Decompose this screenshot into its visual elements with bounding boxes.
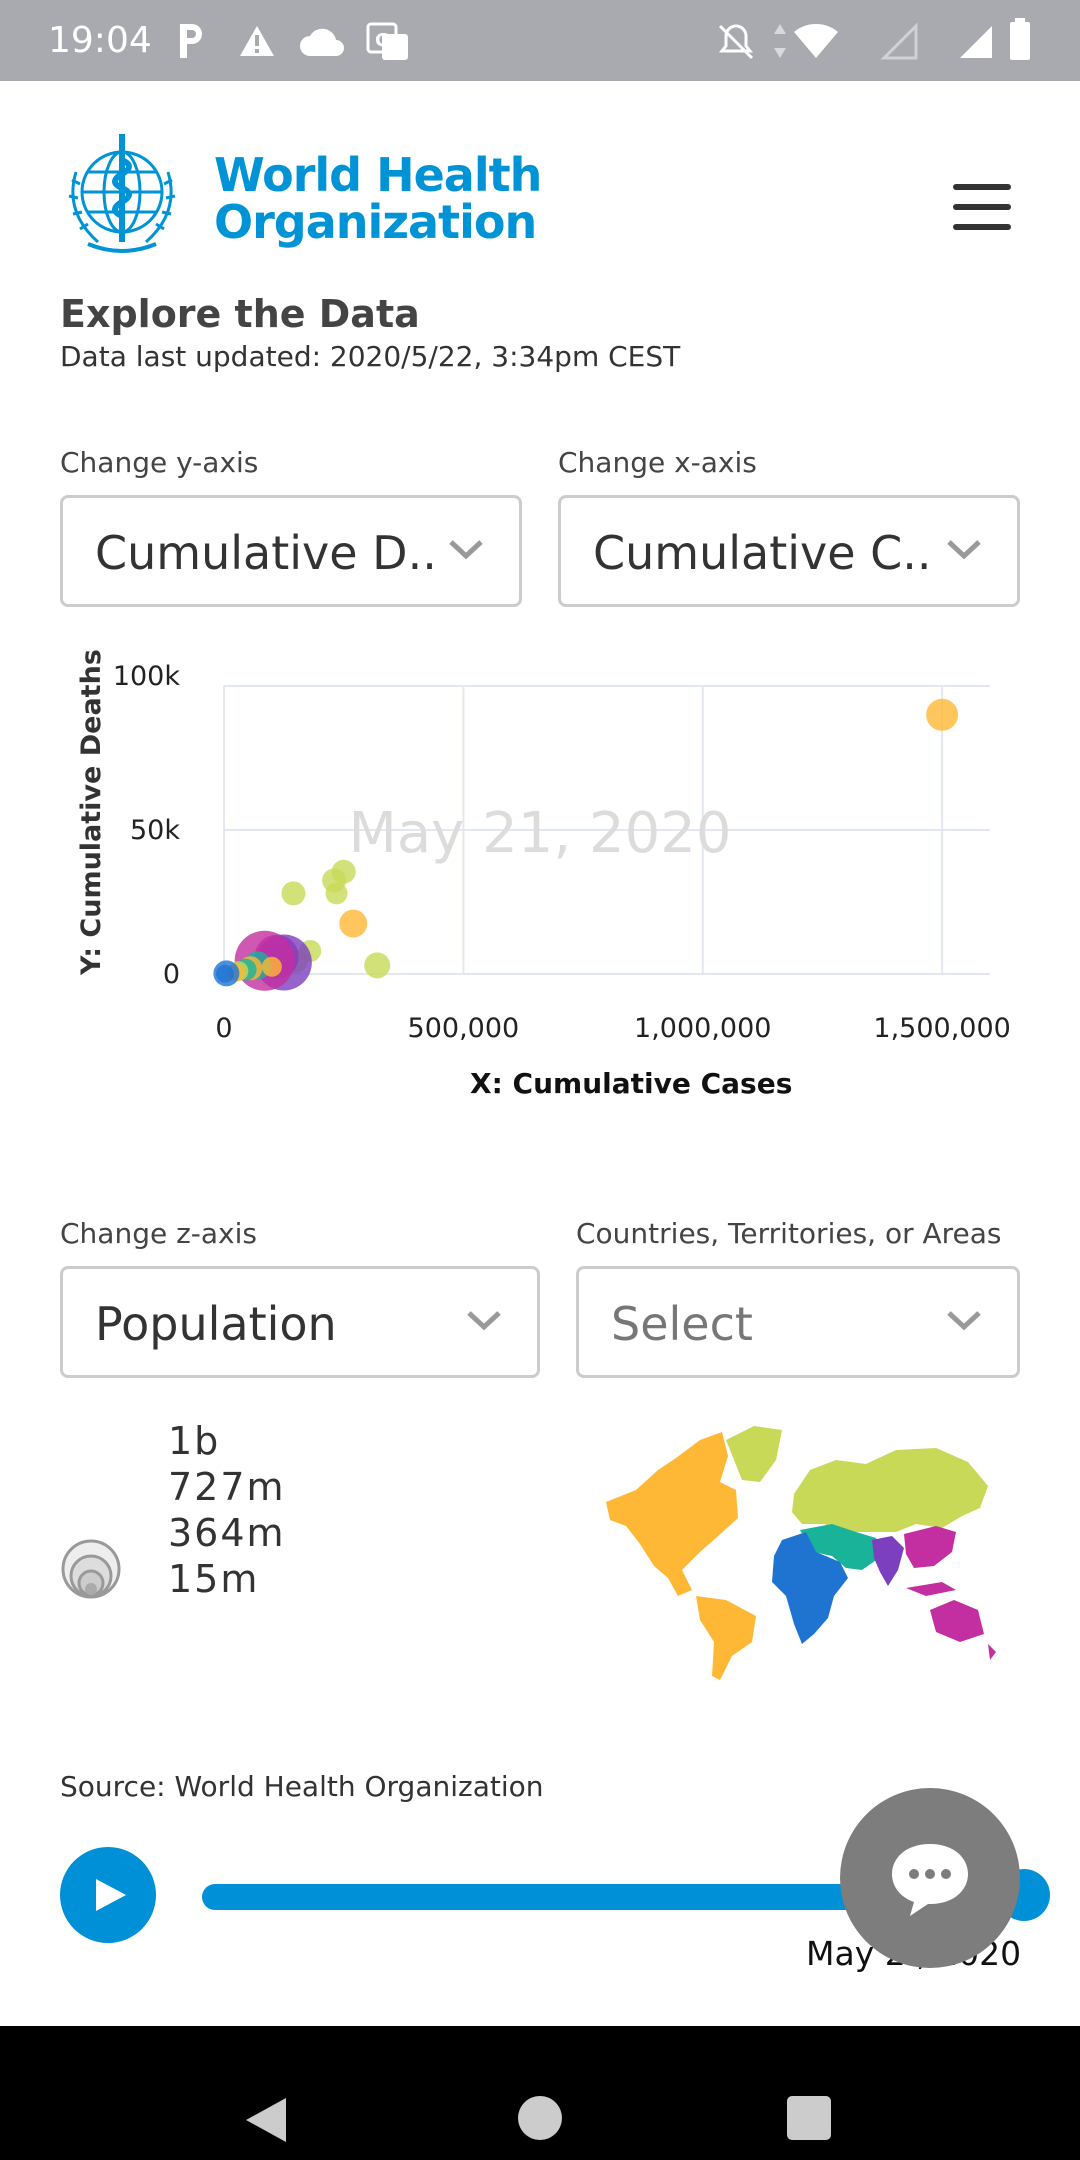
page-title: Explore the Data	[60, 292, 420, 336]
notifications-off-icon	[718, 24, 754, 60]
x-axis-title: X: Cumulative Cases	[470, 1067, 793, 1100]
x-tick-label: 500,000	[408, 1013, 520, 1044]
chevron-down-icon	[449, 540, 483, 560]
z-axis-select[interactable]: Population	[60, 1266, 540, 1378]
signal-icon	[880, 22, 918, 60]
home-icon[interactable]	[518, 2096, 562, 2140]
y-tick-label: 50k	[130, 815, 180, 846]
map-region-western-pacific[interactable]	[904, 1526, 956, 1568]
size-legend-value: 1b	[168, 1419, 221, 1463]
signal-off-icon	[960, 26, 992, 58]
translate-icon: G	[366, 22, 408, 60]
country-select[interactable]: Select	[576, 1266, 1020, 1378]
x-axis-select[interactable]: Cumulative C...	[558, 495, 1020, 607]
size-legend-value: 364m	[168, 1511, 286, 1555]
size-legend-value: 727m	[168, 1465, 286, 1509]
battery-icon	[1010, 18, 1030, 60]
bubble-size-legend: 1b 727m 364m 15m	[168, 1418, 286, 1602]
y-tick-label: 0	[163, 959, 180, 990]
chat-button[interactable]	[840, 1788, 1020, 1968]
back-icon[interactable]	[244, 2096, 288, 2144]
date-watermark: May 21, 2020	[349, 801, 732, 866]
y-axis-select[interactable]: Cumulative D...	[60, 495, 522, 607]
map-region-australia[interactable]	[930, 1600, 984, 1642]
z-axis-select-label: Change z-axis	[60, 1217, 257, 1250]
data-point	[215, 964, 234, 983]
status-bar: 19:04 G	[0, 0, 1080, 81]
chevron-down-icon	[947, 540, 981, 560]
x-axis-select-value: Cumulative C...	[593, 526, 933, 580]
map-region-europe[interactable]	[792, 1448, 988, 1532]
play-icon	[96, 1879, 126, 1911]
country-select-label: Countries, Territories, or Areas	[576, 1217, 1002, 1250]
last-updated-text: Data last updated: 2020/5/22, 3:34pm CES…	[60, 340, 681, 373]
x-tick-label: 1,000,000	[634, 1013, 771, 1044]
map-region-south-east-asia[interactable]	[872, 1536, 904, 1586]
z-axis-select-value: Population	[95, 1297, 337, 1351]
wifi-icon	[794, 24, 838, 58]
y-tick-label: 100k	[113, 661, 181, 692]
scatter-chart[interactable]: May 21, 2020 0 500,000 1,000,000 1,500,000 0 5…	[0, 640, 1080, 1060]
data-point	[926, 698, 959, 731]
cloud-icon	[300, 28, 344, 56]
hamburger-menu-icon[interactable]	[953, 184, 1011, 230]
map-region-eastern-mediterranean[interactable]	[800, 1524, 882, 1570]
chevron-down-icon	[947, 1311, 981, 1331]
data-point	[281, 881, 306, 906]
data-point	[364, 952, 391, 979]
who-logo-text[interactable]: World Health Organization	[214, 148, 542, 249]
data-arrows-icon	[774, 24, 786, 58]
system-nav-bar	[0, 2026, 1080, 2160]
x-tick-label: 1,500,000	[873, 1013, 1010, 1044]
size-legend-value: 15m	[168, 1557, 260, 1601]
source-text: Source: World Health Organization	[60, 1770, 544, 1803]
y-axis-title: Y: Cumulative Deaths	[76, 649, 107, 975]
logo-line-2: Organization	[214, 195, 537, 249]
svg-text:G: G	[375, 30, 390, 51]
map-region-africa[interactable]	[772, 1532, 848, 1644]
chat-bubble-icon	[892, 1844, 968, 1916]
chevron-down-icon	[467, 1311, 501, 1331]
map-region-new-zealand[interactable]	[988, 1644, 996, 1660]
country-select-placeholder: Select	[611, 1297, 753, 1351]
logo-line-1: World Health	[214, 148, 542, 202]
status-time: 19:04	[48, 20, 152, 61]
y-axis-select-value: Cumulative D...	[95, 526, 435, 580]
y-axis-select-label: Change y-axis	[60, 446, 259, 479]
who-logo-icon[interactable]	[58, 132, 186, 262]
data-point	[325, 882, 348, 905]
map-region-americas[interactable]	[606, 1432, 738, 1596]
parking-icon	[180, 24, 202, 58]
bubble-size-legend-icon	[61, 1539, 121, 1599]
play-button[interactable]	[60, 1847, 156, 1943]
map-region-greenland[interactable]	[726, 1426, 782, 1482]
x-axis-select-label: Change x-axis	[558, 446, 757, 479]
recents-icon[interactable]	[787, 2096, 831, 2140]
data-point	[261, 956, 282, 977]
world-region-map[interactable]	[596, 1420, 1000, 1682]
x-tick-label: 0	[215, 1013, 232, 1044]
warning-icon	[240, 26, 274, 56]
data-point	[339, 909, 368, 938]
map-region-indonesia[interactable]	[906, 1582, 956, 1596]
map-region-south-america[interactable]	[696, 1596, 756, 1680]
